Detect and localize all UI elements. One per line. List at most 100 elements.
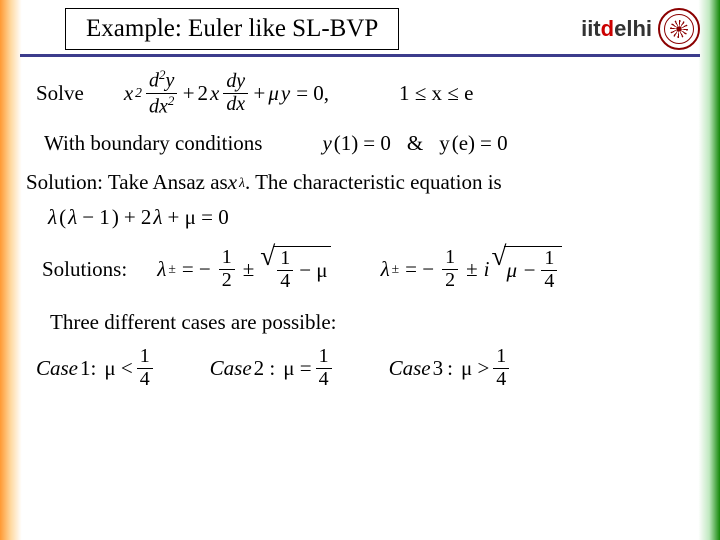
eq-part: ± <box>168 261 176 277</box>
eq-part: 1 <box>316 347 332 369</box>
fraction: 12 <box>442 248 458 291</box>
eq-part: Case <box>210 356 252 381</box>
eq-part: − 1 <box>82 205 110 230</box>
eq-part: μ < <box>104 356 132 381</box>
solution-text-2: . The characteristic equation is <box>245 170 502 195</box>
eq-part: μ = <box>283 356 311 381</box>
eq-part: 4 <box>137 369 153 390</box>
fraction: d2y dx2 <box>146 69 177 117</box>
eq-part: = 0, <box>296 81 329 106</box>
eq-part: i <box>484 257 490 282</box>
eq-part: 1 <box>277 249 293 271</box>
bc-label: With boundary conditions <box>44 131 262 156</box>
eq-part: + μ = 0 <box>168 205 229 230</box>
eq-part: λ <box>48 205 57 230</box>
eq-part: 2 <box>197 81 208 106</box>
sqrt: √ μ − 14 <box>491 246 562 292</box>
eq-part: = − <box>182 257 211 282</box>
logo-text-rest: elhi <box>614 16 652 41</box>
eq-part: ± <box>392 261 400 277</box>
eq-part: 2 <box>219 270 235 291</box>
eq-part: μ <box>268 81 279 106</box>
eq-part: = − <box>405 257 434 282</box>
ansatz: xλ <box>228 170 245 195</box>
eq-part: = 0 <box>480 131 508 156</box>
eq-part: y <box>439 131 450 156</box>
eq-part: + <box>252 81 266 106</box>
ode-equation: x2 d2y dx2 + 2x dy dx + μy = 0, <box>124 69 329 117</box>
eq-part: λ <box>381 257 390 282</box>
eq-part: 4 <box>541 271 557 292</box>
eq-part: : <box>447 356 453 381</box>
eq-part: 1 <box>493 347 509 369</box>
eq-part: μ > <box>461 356 489 381</box>
cases-row: Case1: μ < 14 Case2 : μ = 14 Case3 : μ >… <box>36 347 694 390</box>
eq-part: 1 <box>219 248 235 270</box>
bc-equation: y(1) = 0 & y(e) = 0 <box>322 131 507 156</box>
bc-row: With boundary conditions y(1) = 0 & y(e)… <box>26 131 694 156</box>
eq-part: 3 <box>433 356 444 381</box>
slide-title: Example: Euler like SL-BVP <box>65 8 399 50</box>
eq-part: x <box>210 81 219 106</box>
eq-part: (1) <box>334 131 359 156</box>
case-2: Case2 : μ = 14 <box>210 347 334 390</box>
three-cases-text: Three different cases are possible: <box>50 310 694 335</box>
eq-part: 4 <box>277 271 293 292</box>
header: Example: Euler like SL-BVP iitdelhi <box>0 0 720 50</box>
fraction: 14 <box>277 249 293 292</box>
solution-text-row: Solution: Take Ansaz as xλ . The charact… <box>26 170 694 195</box>
logo-text: iitdelhi <box>581 16 652 42</box>
eq-part: x <box>159 95 168 117</box>
eq-part: = 0 <box>363 131 391 156</box>
eq-part: & <box>407 131 423 156</box>
eq-part: μ − <box>506 258 536 283</box>
eq-part: − μ <box>299 258 327 283</box>
eq-part: y <box>322 131 331 156</box>
eq-part: Case <box>36 356 78 381</box>
case-3: Case3 : μ > 14 <box>389 347 512 390</box>
solutions-label: Solutions: <box>42 257 127 282</box>
eq-part: 1: <box>80 356 96 381</box>
eq-part: 2 <box>442 270 458 291</box>
sqrt: √ 14 − μ <box>260 246 330 292</box>
eq-part: ) <box>112 205 119 230</box>
characteristic-eq-row: λ(λ − 1) + 2λ + μ = 0 <box>48 205 694 230</box>
content: Solve x2 d2y dx2 + 2x dy dx + μy = 0, 1 … <box>0 57 720 390</box>
eq-part: 4 <box>493 369 509 390</box>
eq-part: (e) <box>452 131 475 156</box>
eq-part: + <box>181 81 195 106</box>
eq-part: 1 <box>137 347 153 369</box>
eq-part: dy <box>223 72 248 94</box>
solve-row: Solve x2 d2y dx2 + 2x dy dx + μy = 0, 1 … <box>26 69 694 117</box>
eq-part: d <box>149 95 159 117</box>
eq-part: λ <box>153 205 162 230</box>
eq-part: ± <box>243 257 255 282</box>
logo-text-accent: d <box>601 16 614 41</box>
fraction: 12 <box>219 248 235 291</box>
eq-part: x <box>228 170 237 195</box>
eq-part: ± <box>466 257 478 282</box>
characteristic-equation: λ(λ − 1) + 2λ + μ = 0 <box>48 205 229 230</box>
case-1: Case1: μ < 14 <box>36 347 155 390</box>
eq-part: dx <box>223 94 248 115</box>
fraction: 14 <box>493 347 509 390</box>
eq-part: d <box>149 70 159 92</box>
logo: iitdelhi <box>581 8 700 50</box>
eq-part: 2 <box>135 85 142 101</box>
fraction: 14 <box>137 347 153 390</box>
eq-part: + 2 <box>124 205 152 230</box>
logo-seal-icon <box>658 8 700 50</box>
eq-part: Case <box>389 356 431 381</box>
ode-domain: 1 ≤ x ≤ e <box>399 81 473 106</box>
eq-part: 1 <box>541 249 557 271</box>
solutions-row: Solutions: λ± = − 12 ± √ 14 − μ λ± = − 1… <box>26 246 694 292</box>
fraction: 14 <box>316 347 332 390</box>
eq-part: x <box>124 81 133 106</box>
lambda-imag: λ± = − 12 ± i √ μ − 14 <box>381 246 563 292</box>
eq-part: ( <box>59 205 66 230</box>
logo-text-main: iit <box>581 16 601 41</box>
eq-part: 2 : <box>254 356 276 381</box>
fraction: 14 <box>541 249 557 292</box>
eq-part: 4 <box>316 369 332 390</box>
fraction: dy dx <box>223 72 248 115</box>
